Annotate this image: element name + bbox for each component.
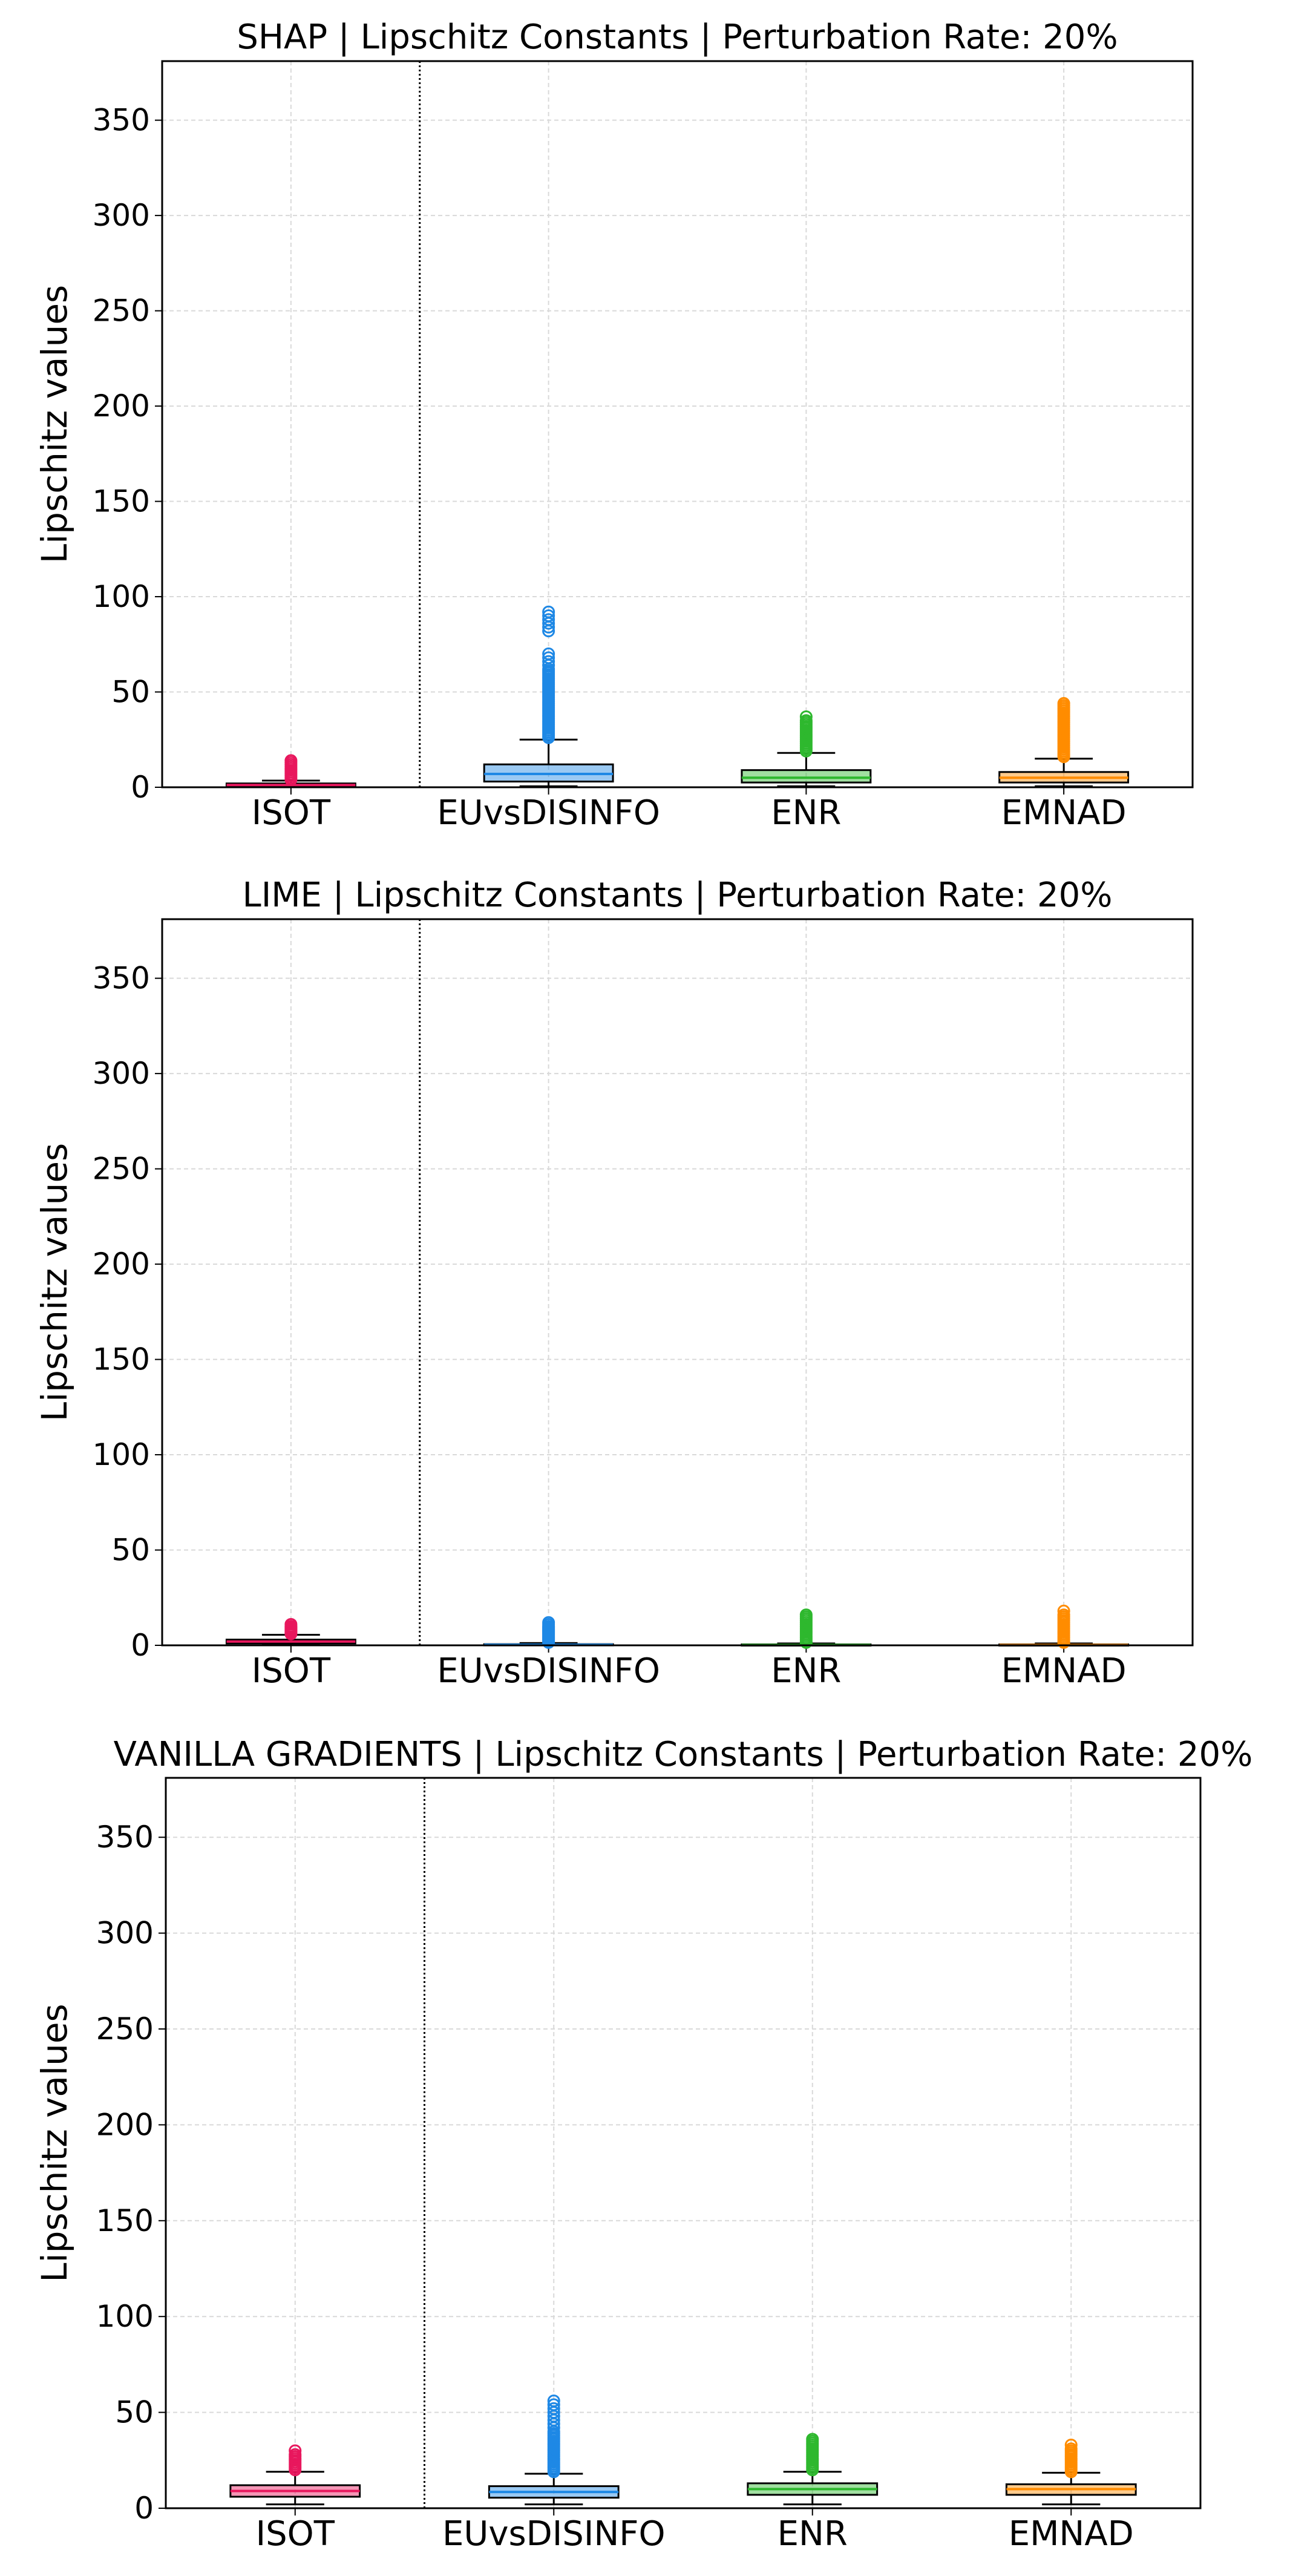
- x-category-label: ENR: [771, 793, 841, 833]
- axes-frame: [161, 918, 1194, 1647]
- y-tick-label: 250: [93, 293, 150, 329]
- axes-frame: [165, 1777, 1202, 2509]
- outlier-point: [799, 1608, 813, 1622]
- x-category-label: EUvsDISINFO: [437, 1651, 660, 1691]
- y-tick-label: 300: [93, 1056, 150, 1091]
- outlier-point: [1057, 1608, 1070, 1622]
- y-tick-label: 350: [93, 961, 150, 996]
- outlier-point: [289, 2444, 302, 2457]
- x-category-label: EMNAD: [1001, 793, 1127, 833]
- y-tick-label: 50: [111, 1533, 150, 1568]
- outlier-point: [547, 2398, 560, 2411]
- outlier-point: [799, 714, 813, 727]
- y-tick-label: 50: [111, 675, 150, 710]
- y-tick-label: 100: [93, 579, 150, 614]
- x-category-label: EMNAD: [1009, 2514, 1134, 2554]
- y-tick-label: 300: [93, 198, 150, 233]
- box-EUvsDISINFO: [488, 2394, 620, 2506]
- y-tick-label: 300: [96, 1916, 154, 1951]
- chart-title: VANILLA GRADIENTS | Lipschitz Constants …: [114, 1735, 1253, 1774]
- box-ISOT: [229, 2444, 361, 2506]
- y-tick-label: 150: [96, 2203, 154, 2238]
- box-iqr: [741, 769, 872, 784]
- y-tick-label: 0: [134, 2491, 154, 2526]
- outlier-point: [1064, 2438, 1078, 2451]
- x-category-label: EUvsDISINFO: [437, 793, 660, 833]
- outlier-point: [542, 609, 555, 623]
- y-tick-label: 250: [93, 1152, 150, 1187]
- x-category-label: ENR: [778, 2514, 848, 2554]
- outlier-point: [1057, 696, 1070, 710]
- outlier-point: [806, 2433, 819, 2446]
- y-tick-label: 150: [93, 484, 150, 519]
- chart-panel-3: 0 50 100 150 200 250 300 350 ISOT EUvsDISINFO ENR E…: [34, 1735, 1252, 2554]
- outlier-point: [284, 754, 298, 767]
- box-EMNAD: [998, 696, 1130, 787]
- axes-frame: [161, 60, 1194, 788]
- y-tick-label: 200: [93, 388, 150, 424]
- y-tick-label: 100: [93, 1437, 150, 1472]
- outlier-point: [547, 2394, 560, 2408]
- x-category-label: EMNAD: [1001, 1651, 1127, 1691]
- outlier-point: [542, 605, 555, 618]
- outlier-point: [284, 1617, 298, 1631]
- outlier-point: [542, 655, 555, 668]
- outlier-point: [542, 1616, 555, 1629]
- chart-panel-2: 0 50 100 150 200 250 300 350 ISOT EUvsDISINFO ENR E…: [34, 876, 1194, 1691]
- y-tick-label: 350: [93, 103, 150, 138]
- box-ENR: [741, 710, 872, 787]
- y-tick-label: 200: [96, 2107, 154, 2142]
- x-category-label: EUvsDISINFO: [442, 2514, 666, 2554]
- y-tick-label: 350: [96, 1820, 154, 1855]
- y-tick-label: 200: [93, 1247, 150, 1282]
- outlier-point: [799, 710, 813, 723]
- box-EUvsDISINFO: [483, 605, 614, 787]
- outlier-point: [1057, 1604, 1070, 1617]
- y-tick-label: 0: [131, 1628, 150, 1663]
- x-category-label: ISOT: [252, 1651, 331, 1691]
- x-category-label: ENR: [771, 1651, 841, 1691]
- y-tick-label: 0: [131, 770, 150, 805]
- chart-title: LIME | Lipschitz Constants | Perturbatio…: [243, 876, 1113, 915]
- y-tick-label: 50: [115, 2395, 154, 2430]
- y-tick-label: 100: [96, 2299, 154, 2334]
- outlier-point: [547, 2402, 560, 2415]
- chart-title: SHAP | Lipschitz Constants | Perturbatio…: [237, 18, 1118, 57]
- y-axis-label: Lipschitz values: [34, 1143, 75, 1422]
- outlier-point: [542, 647, 555, 661]
- outlier-point: [1064, 2442, 1078, 2456]
- y-tick-label: 250: [96, 2011, 154, 2047]
- outlier-point: [542, 613, 555, 626]
- box-ENR: [747, 2433, 879, 2506]
- outlier-point: [289, 2448, 302, 2461]
- outlier-point: [542, 651, 555, 664]
- y-tick-label: 150: [93, 1342, 150, 1377]
- y-axis-label: Lipschitz values: [34, 2004, 75, 2283]
- x-category-label: ISOT: [256, 2514, 335, 2554]
- x-category-label: ISOT: [252, 793, 331, 833]
- chart-panel-1: 0 50 100 150 200 250 300 350 ISOT EUvsDISINFO ENR E…: [34, 18, 1194, 833]
- y-axis-label: Lipschitz values: [34, 285, 75, 564]
- box-ISOT: [225, 754, 356, 788]
- box-EMNAD: [1005, 2438, 1137, 2506]
